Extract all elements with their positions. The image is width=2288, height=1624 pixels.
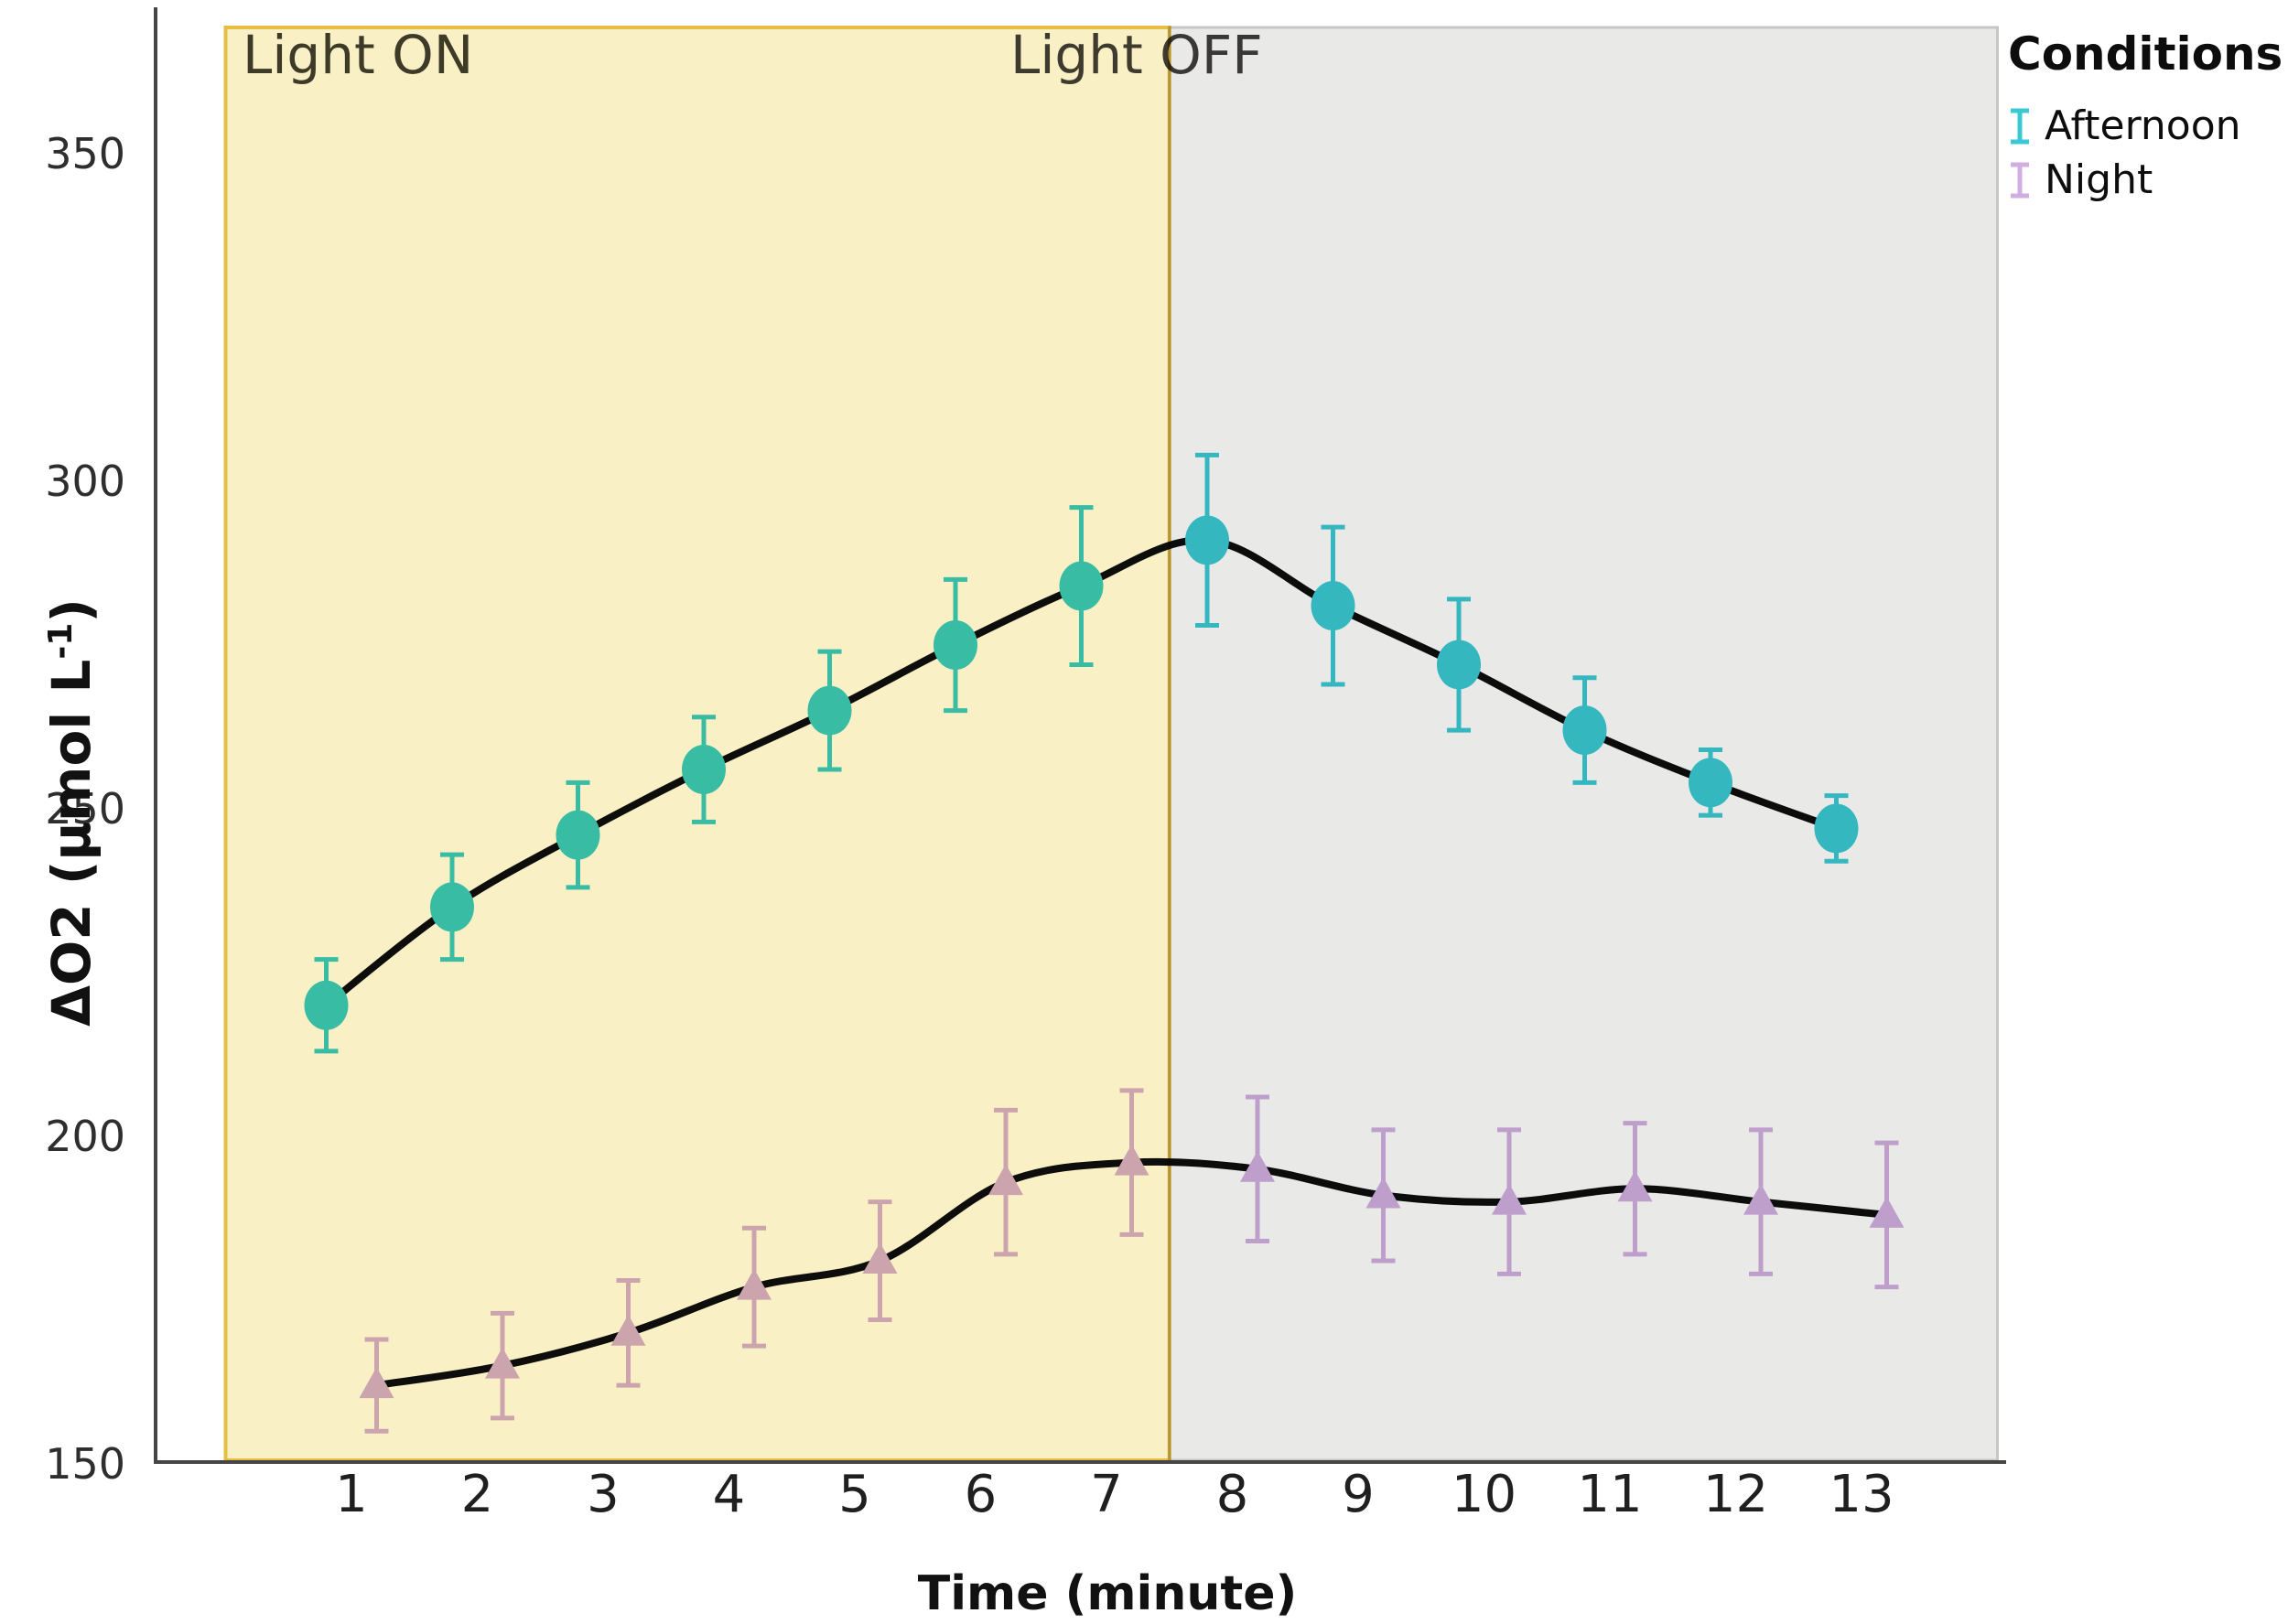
band-light-off — [1168, 26, 1999, 1462]
y-tick-label: 350 — [45, 129, 125, 178]
x-tick-label: 9 — [1342, 1465, 1375, 1524]
errorbar-icon — [2011, 162, 2029, 198]
legend-item-afternoon: Afternoon — [2008, 102, 2283, 149]
x-tick-label: 3 — [587, 1465, 620, 1524]
x-tick-label: 13 — [1829, 1465, 1894, 1524]
y-tick-label: 200 — [45, 1112, 125, 1161]
x-tick-label: 7 — [1090, 1465, 1123, 1524]
x-axis-title: Time (minute) — [917, 1566, 1298, 1621]
legend-title: Conditions — [2008, 27, 2283, 81]
y-axis-title: ΔO2 (μmol L -1 ) — [40, 598, 103, 1027]
legend-item-night: Night — [2008, 156, 2283, 203]
errorbar-icon — [2011, 108, 2029, 144]
x-tick-label: 1 — [335, 1465, 368, 1524]
x-tick-label: 11 — [1577, 1465, 1642, 1524]
band-light-on — [223, 26, 1171, 1462]
y-tick-label: 250 — [45, 784, 125, 834]
x-tick-label: 8 — [1216, 1465, 1249, 1524]
legend-item-label: Night — [2045, 156, 2153, 203]
x-tick-label: 10 — [1452, 1465, 1516, 1524]
legend-item-label: Afternoon — [2045, 102, 2241, 149]
x-tick-label: 2 — [461, 1465, 494, 1524]
x-tick-label: 4 — [713, 1465, 746, 1524]
y-tick-label: 150 — [45, 1439, 125, 1489]
y-axis-title-text: ΔO2 (μmol L — [40, 659, 103, 1027]
x-tick-label: 5 — [838, 1465, 871, 1524]
legend: Conditions Afternoon Night — [2008, 27, 2283, 210]
x-tick-label: 12 — [1703, 1465, 1768, 1524]
y-tick-label: 300 — [45, 457, 125, 506]
x-tick-label: 6 — [965, 1465, 998, 1524]
y-axis-title-paren: ) — [40, 598, 103, 623]
y-axis-title-superscript: -1 — [42, 622, 80, 660]
